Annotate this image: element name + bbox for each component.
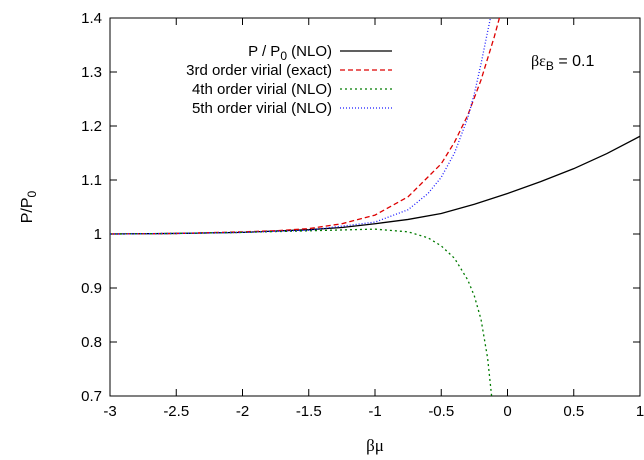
x-tick-label-1: -2.5 — [163, 403, 189, 420]
y-tick-label-5: 1.2 — [81, 118, 102, 135]
legend-label-sub-1: 0 — [280, 49, 287, 63]
legend-label-4: 5th order virial (NLO) — [192, 100, 332, 117]
series-layer — [110, 18, 640, 396]
x-tick-label-2: -2 — [236, 403, 249, 420]
y-axis-label-sub: 0 — [25, 190, 39, 197]
x-tick-label-8: 1 — [636, 403, 644, 420]
y-axis-label-main: P/P — [19, 197, 36, 223]
annotation-tail: = 0.1 — [554, 53, 595, 70]
legend-label-text-2: 3rd order virial (exact) — [186, 62, 332, 79]
legend-label-1: P / P0 (NLO) — [248, 43, 332, 63]
legend-label-text-4: 5th order virial (NLO) — [192, 100, 332, 117]
y-tick-label-3: 1 — [94, 226, 102, 243]
annotation-main: βε — [531, 53, 546, 70]
x-tick-label-0: -3 — [103, 403, 116, 420]
annotation: βεB = 0.1 — [531, 53, 594, 73]
legend-label-text-3: 4th order virial (NLO) — [192, 81, 332, 98]
legend: P / P0 (NLO)3rd order virial (exact)4th … — [186, 43, 392, 117]
legend-label-2: 3rd order virial (exact) — [186, 62, 332, 79]
x-tick-label-5: -0.5 — [428, 403, 454, 420]
y-tick-label-4: 1.1 — [81, 172, 102, 189]
axis-ticks: -3 -2.5 -2 -1.5 -1 -0.5 0 0.5 1 0.7 0.8 0.9 1 1.1 1.2 1… — [81, 10, 644, 420]
y-tick-label-0: 0.7 — [81, 388, 102, 405]
legend-label-3: 4th order virial (NLO) — [192, 81, 332, 98]
series-line-1 — [110, 135, 640, 235]
x-tick-label-3: -1.5 — [296, 403, 322, 420]
x-tick-label-7: 0.5 — [563, 403, 584, 420]
annotation-sub: B — [546, 59, 554, 73]
y-tick-label-7: 1.4 — [81, 10, 102, 27]
y-tick-label-6: 1.3 — [81, 64, 102, 81]
x-axis-label: βμ — [366, 436, 384, 455]
x-tick-label-4: -1 — [368, 403, 381, 420]
y-tick-label-2: 0.9 — [81, 280, 102, 297]
x-tick-label-6: 0 — [503, 403, 511, 420]
series-line-3 — [110, 228, 493, 396]
legend-label-post-1: (NLO) — [287, 43, 332, 60]
y-tick-label-1: 0.8 — [81, 334, 102, 351]
y-axis-label: P/P0 — [19, 190, 39, 223]
legend-label-text-1: P / P — [248, 43, 280, 60]
